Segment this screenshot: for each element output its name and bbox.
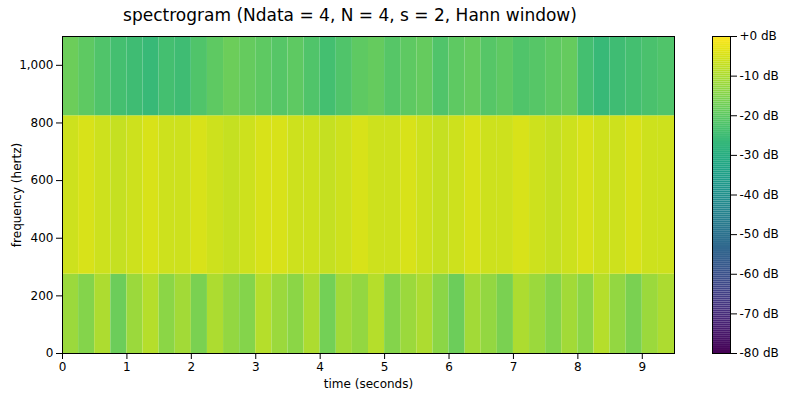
svg-text:-60 dB: -60 dB <box>740 267 779 281</box>
svg-text:0: 0 <box>46 346 54 360</box>
svg-text:9: 9 <box>638 360 646 374</box>
svg-text:-80 dB: -80 dB <box>740 346 779 360</box>
svg-text:1: 1 <box>123 360 131 374</box>
svg-text:2: 2 <box>188 360 196 374</box>
svg-text:200: 200 <box>31 289 54 303</box>
svg-text:-20 dB: -20 dB <box>740 109 779 123</box>
svg-text:3: 3 <box>252 360 260 374</box>
svg-text:-40 dB: -40 dB <box>740 188 779 202</box>
svg-text:8: 8 <box>574 360 582 374</box>
html-text:spectrogram (Ndata = 4, N = 4,: spectrogram (Ndata = 4, N = 4, s = 2, Ha… <box>123 5 577 25</box>
svg-text:1,000: 1,000 <box>19 58 53 72</box>
svg-text:6: 6 <box>445 360 453 374</box>
svg-text:800: 800 <box>31 116 54 130</box>
svg-text:0: 0 <box>59 360 67 374</box>
svg-text:-10 dB: -10 dB <box>740 69 779 83</box>
svg-text:7: 7 <box>510 360 518 374</box>
svg-text:-70 dB: -70 dB <box>740 307 779 321</box>
svg-text:frequency (hertz): frequency (hertz) <box>10 143 24 247</box>
svg-text:4: 4 <box>316 360 324 374</box>
svg-text:-50 dB: -50 dB <box>740 227 779 241</box>
svg-text:time (seconds): time (seconds) <box>324 377 413 391</box>
svg-text:+0 dB: +0 dB <box>740 30 777 43</box>
svg-text:5: 5 <box>381 360 389 374</box>
svg-text:-30 dB: -30 dB <box>740 148 779 162</box>
svg-text:600: 600 <box>31 173 54 187</box>
svg-text:400: 400 <box>31 231 54 245</box>
